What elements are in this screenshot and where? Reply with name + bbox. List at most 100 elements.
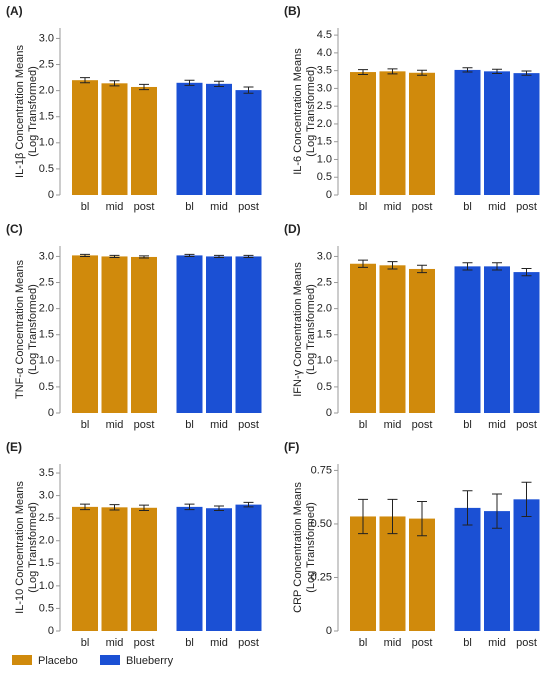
y-tick-label: 1.0: [39, 580, 54, 592]
error-bar: [521, 267, 532, 277]
y-tick-label: 0: [326, 407, 332, 419]
legend-label: Placebo: [38, 655, 78, 667]
bar: [513, 73, 540, 195]
panel-label: (B): [284, 4, 301, 18]
x-tick-label: bl: [185, 201, 194, 213]
x-tick-label: post: [412, 637, 433, 649]
x-tick-label: mid: [488, 419, 506, 431]
error-bar: [214, 80, 224, 87]
y-tick-label: 0.5: [317, 171, 332, 183]
bar: [206, 83, 232, 195]
error-bar: [80, 503, 90, 511]
x-tick-label: mid: [384, 419, 402, 431]
x-tick-label: post: [412, 201, 433, 213]
y-tick-label: 0: [326, 625, 332, 637]
error-bar: [462, 490, 473, 526]
y-tick-label: 0: [326, 189, 332, 201]
x-tick-label: post: [238, 201, 259, 213]
y-axis-label: (Log Transformed): [305, 66, 317, 156]
y-tick-label: 0.5: [39, 163, 54, 175]
bar: [513, 272, 540, 413]
x-tick-label: post: [134, 201, 155, 213]
y-tick-label: 3.0: [39, 250, 54, 262]
bar: [206, 256, 232, 413]
x-tick-label: mid: [384, 637, 402, 649]
bar: [176, 255, 203, 413]
bar: [409, 518, 435, 631]
x-tick-label: bl: [463, 637, 472, 649]
bar: [350, 263, 376, 413]
bar: [409, 268, 435, 413]
bar: [379, 516, 406, 631]
y-tick-label: 1.0: [317, 355, 332, 367]
y-tick-label: 3.0: [39, 490, 54, 502]
y-tick-label: 0.25: [311, 571, 332, 583]
error-bar: [139, 83, 149, 91]
error-bar: [417, 500, 427, 537]
x-tick-label: post: [412, 419, 433, 431]
bar: [206, 508, 232, 631]
legend-swatch: [100, 655, 120, 665]
y-axis-label: (Log Transformed): [305, 284, 317, 374]
error-bar: [521, 481, 532, 517]
legend-label: Blueberry: [126, 655, 174, 667]
bar: [454, 507, 481, 631]
x-tick-label: mid: [210, 201, 228, 213]
y-tick-label: 1.5: [39, 329, 54, 341]
x-tick-label: post: [238, 419, 259, 431]
x-tick-label: bl: [81, 201, 90, 213]
bar: [101, 83, 128, 195]
bar: [176, 82, 203, 195]
bar: [235, 256, 262, 413]
x-tick-label: bl: [81, 637, 90, 649]
bar: [131, 507, 157, 631]
error-bar: [387, 261, 398, 270]
y-tick-label: 4.5: [317, 29, 332, 41]
error-bar: [358, 498, 368, 535]
x-tick-label: bl: [359, 419, 368, 431]
x-tick-label: post: [238, 637, 259, 649]
x-tick-label: bl: [185, 419, 194, 431]
y-tick-label: 1.5: [317, 136, 332, 148]
error-bar: [387, 68, 398, 75]
error-bar: [243, 86, 254, 94]
y-axis-label: IFN-γ Concentration Means: [292, 262, 304, 397]
x-tick-label: mid: [106, 201, 124, 213]
bar: [72, 80, 98, 195]
panel: (C) TNF-α Concentration Means (Log Transfo…: [6, 222, 262, 431]
bar: [513, 499, 540, 631]
y-tick-label: 1.0: [39, 355, 54, 367]
error-bar: [80, 253, 90, 257]
y-tick-label: 0.5: [39, 602, 54, 614]
y-axis-label: (Log Transformed): [27, 284, 39, 374]
y-tick-label: 2.0: [317, 118, 332, 130]
y-tick-label: 0: [48, 625, 54, 637]
panel: (F) CRP Concentration Means (Log Transform…: [284, 440, 540, 649]
x-tick-label: mid: [106, 637, 124, 649]
bar: [176, 506, 203, 631]
x-tick-label: mid: [210, 419, 228, 431]
error-bar: [417, 264, 427, 274]
panel: (B) IL-6 Concentration Means (Log Transfor…: [284, 4, 540, 213]
error-bar: [417, 69, 427, 76]
y-tick-label: 2.0: [317, 303, 332, 315]
y-axis-label: (Log Transformed): [27, 502, 39, 592]
y-axis-label: IL-10 Concentration Means: [14, 481, 26, 614]
x-tick-label: mid: [384, 201, 402, 213]
y-axis-label: IL-6 Concentration Means: [292, 48, 304, 175]
error-bar: [184, 79, 195, 86]
x-tick-label: post: [134, 637, 155, 649]
error-bar: [214, 254, 224, 258]
bar: [131, 256, 157, 413]
y-tick-label: 2.5: [39, 276, 54, 288]
panel-label: (D): [284, 222, 301, 236]
error-bar: [214, 505, 224, 511]
bar: [379, 265, 406, 413]
y-tick-label: 1.0: [39, 137, 54, 149]
x-tick-label: post: [516, 637, 537, 649]
y-tick-label: 2.0: [39, 303, 54, 315]
y-tick-label: 2.5: [39, 512, 54, 524]
error-bar: [139, 504, 149, 511]
y-tick-label: 0.5: [317, 381, 332, 393]
